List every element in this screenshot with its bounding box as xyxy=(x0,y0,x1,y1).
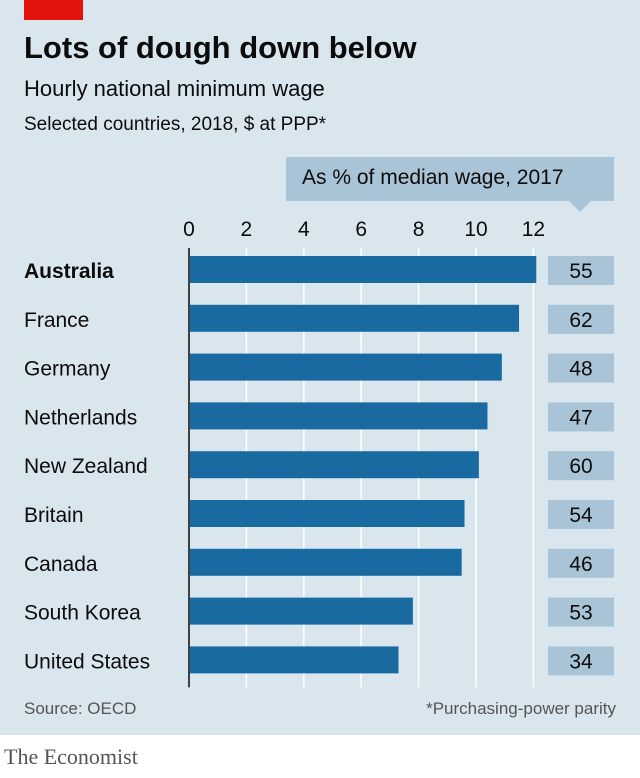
median-pct-badge xyxy=(548,353,614,383)
wage-bar xyxy=(190,451,479,479)
median-pct-badge xyxy=(548,256,614,285)
median-pct-badge xyxy=(548,548,614,578)
median-pct-value: 60 xyxy=(569,455,592,478)
brand-red-tag xyxy=(24,0,83,20)
wage-bar xyxy=(190,500,465,527)
x-tick-label: 0 xyxy=(183,218,195,241)
median-pct-value: 54 xyxy=(569,504,593,527)
x-tick-label: 10 xyxy=(464,218,487,241)
category-label: Germany xyxy=(24,358,111,381)
median-pct-badge xyxy=(548,304,614,334)
median-pct-value: 46 xyxy=(569,553,592,576)
x-tick-label: 6 xyxy=(355,218,367,241)
median-pct-badge xyxy=(548,646,614,676)
x-tick-label: 2 xyxy=(241,218,253,241)
category-label: Britain xyxy=(24,504,84,527)
category-label: Australia xyxy=(24,260,114,283)
economist-logo: The Economist xyxy=(4,744,138,769)
wage-bar xyxy=(190,646,399,674)
category-label: New Zealand xyxy=(24,455,148,478)
wage-bar xyxy=(190,597,413,625)
median-pct-badge xyxy=(548,500,614,529)
median-pct-badge xyxy=(548,597,614,627)
wage-bar xyxy=(190,402,488,430)
category-label: Netherlands xyxy=(24,406,137,429)
wage-bar xyxy=(190,304,520,332)
category-label: South Korea xyxy=(24,602,141,625)
category-label: Canada xyxy=(24,553,98,576)
median-pct-value: 62 xyxy=(569,309,592,332)
wage-bar xyxy=(190,256,537,283)
median-pct-value: 48 xyxy=(569,358,592,381)
median-wage-callout: As % of median wage, 2017 xyxy=(286,157,614,201)
category-label: France xyxy=(24,309,89,332)
median-pct-badge xyxy=(548,451,614,481)
callout-pointer xyxy=(568,200,592,212)
source-note: Source: OECD xyxy=(24,699,137,718)
chart-subsubtitle: Selected countries, 2018, $ at PPP* xyxy=(24,114,327,135)
chart-subtitle: Hourly national minimum wage xyxy=(24,76,325,101)
callout-label: As % of median wage, 2017 xyxy=(302,166,564,189)
x-tick-label: 4 xyxy=(298,218,310,241)
category-label: United States xyxy=(24,650,150,673)
x-tick-label: 8 xyxy=(413,218,425,241)
median-pct-value: 53 xyxy=(569,602,592,625)
median-pct-badge xyxy=(548,402,614,432)
median-pct-value: 55 xyxy=(569,260,592,283)
median-pct-value: 47 xyxy=(569,406,592,429)
median-pct-value: 34 xyxy=(569,650,593,673)
wage-bar xyxy=(190,353,502,381)
chart-title: Lots of dough down below xyxy=(24,30,417,65)
x-tick-label: 12 xyxy=(522,218,545,241)
footnote: *Purchasing-power parity xyxy=(426,699,616,718)
wage-bar xyxy=(190,548,462,576)
